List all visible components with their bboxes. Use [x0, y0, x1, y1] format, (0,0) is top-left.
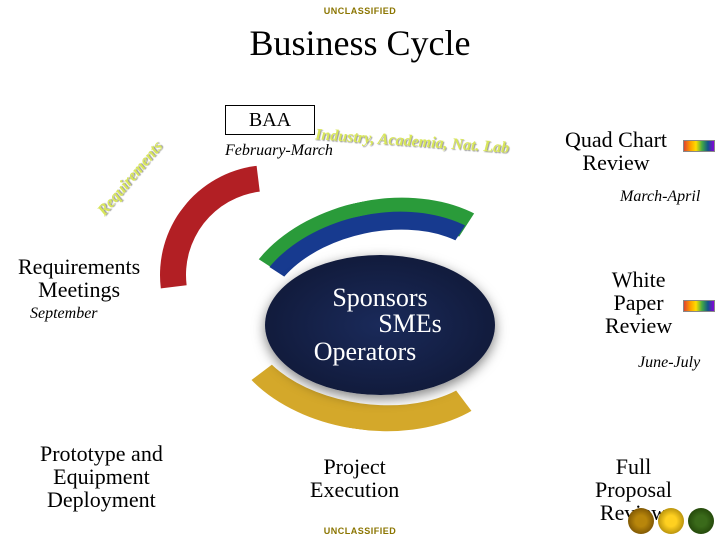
proto-l3: Deployment	[40, 488, 163, 511]
node-baa-box: BAA	[225, 105, 315, 135]
arc-left-label: Requirements	[94, 138, 167, 220]
exec-l2: Execution	[310, 478, 399, 501]
logo-2-icon	[658, 508, 684, 534]
quad-sub: March-April	[620, 188, 700, 206]
node-exec: Project Execution	[310, 455, 399, 501]
node-quad-sub: March-April	[620, 186, 700, 206]
node-white: White Paper Review	[605, 268, 672, 337]
white-sub: June-July	[638, 354, 700, 372]
node-proto: Prototype and Equipment Deployment	[40, 442, 163, 511]
logo-3-icon	[688, 508, 714, 534]
proto-l1: Prototype and	[40, 442, 163, 465]
classification-top: UNCLASSIFIED	[324, 6, 397, 16]
req-sub: September	[30, 305, 98, 323]
exec-l1: Project	[310, 455, 399, 478]
baa-sub-text: February-March	[225, 142, 333, 160]
node-quad: Quad Chart Review	[565, 128, 667, 174]
node-white-sub: June-July	[638, 352, 700, 372]
white-l2: Paper	[605, 291, 672, 314]
footer-logos	[628, 508, 714, 534]
quad-l2: Review	[565, 151, 667, 174]
logo-1-icon	[628, 508, 654, 534]
node-baa-sub: February-March	[225, 140, 333, 160]
white-l1: White	[605, 268, 672, 291]
colorbar-top	[683, 140, 715, 152]
node-req-sub: September	[30, 303, 98, 323]
center-line-2: SMEs	[318, 309, 442, 339]
node-req: Requirements Meetings	[18, 255, 140, 301]
proto-l2: Equipment	[40, 465, 163, 488]
req-l2: Meetings	[18, 278, 140, 301]
classification-bottom: UNCLASSIFIED	[324, 526, 397, 536]
req-l1: Requirements	[18, 255, 140, 278]
center-ellipse: Sponsors SMEs Operators	[265, 255, 495, 395]
center-line-3: Operators	[314, 337, 447, 367]
arc-top-label: Industry, Academia, Nat. Lab	[315, 126, 510, 158]
quad-l1: Quad Chart	[565, 128, 667, 151]
page-title: Business Cycle	[250, 22, 471, 64]
white-l3: Review	[605, 314, 672, 337]
colorbar-mid	[683, 300, 715, 312]
full-l2: Proposal	[595, 478, 672, 501]
full-l1: Full	[595, 455, 672, 478]
